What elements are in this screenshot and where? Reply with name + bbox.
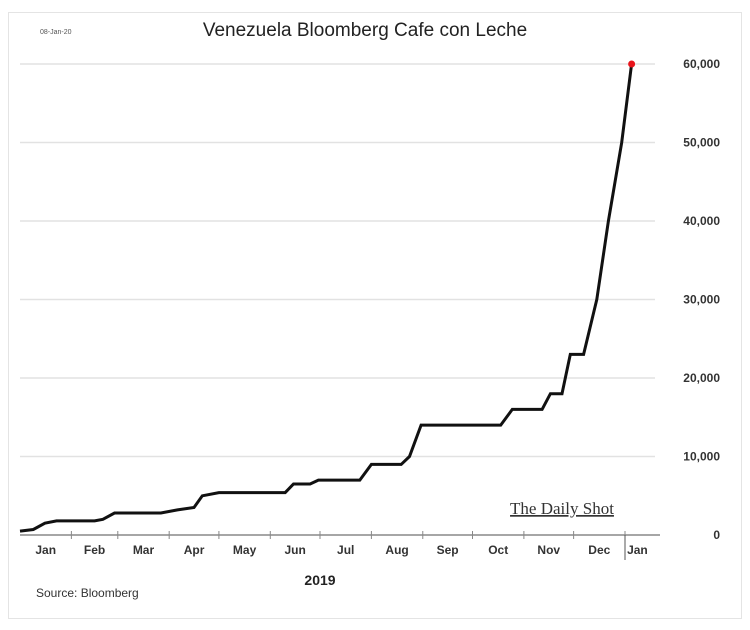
x-tick-label: Apr — [184, 543, 205, 557]
x-tick-label: Jan — [35, 543, 56, 557]
x-axis-label: 2019 — [304, 572, 335, 588]
x-tick-label: Sep — [437, 543, 459, 557]
x-tick-label: Dec — [588, 543, 610, 557]
x-tick-label: Jan — [627, 543, 648, 557]
watermark-logo: The Daily Shot — [510, 499, 614, 518]
x-tick-label: Aug — [385, 543, 408, 557]
y-tick-label: 10,000 — [683, 450, 720, 464]
y-tick-label: 50,000 — [683, 136, 720, 150]
y-tick-label: 30,000 — [683, 293, 720, 307]
series-line — [19, 63, 634, 533]
y-tick-label: 40,000 — [683, 214, 720, 228]
date-label: 08-Jan-20 — [40, 29, 72, 36]
x-tick-label: Jun — [284, 543, 305, 557]
x-tick-label: Jul — [337, 543, 354, 557]
x-tick-label: Feb — [84, 543, 105, 557]
chart-frame — [8, 12, 742, 619]
y-tick-label: 0 — [713, 528, 720, 542]
source-note: Source: Bloomberg — [36, 586, 139, 600]
x-tick-label: Oct — [488, 543, 508, 557]
y-tick-label: 20,000 — [683, 371, 720, 385]
x-tick-label: Nov — [537, 543, 560, 557]
y-tick-label: 60,000 — [683, 57, 720, 71]
x-tick-label: May — [233, 543, 257, 557]
chart-title: Venezuela Bloomberg Cafe con Leche — [203, 20, 527, 41]
x-tick-label: Mar — [133, 543, 155, 557]
last-point-marker — [628, 60, 636, 68]
